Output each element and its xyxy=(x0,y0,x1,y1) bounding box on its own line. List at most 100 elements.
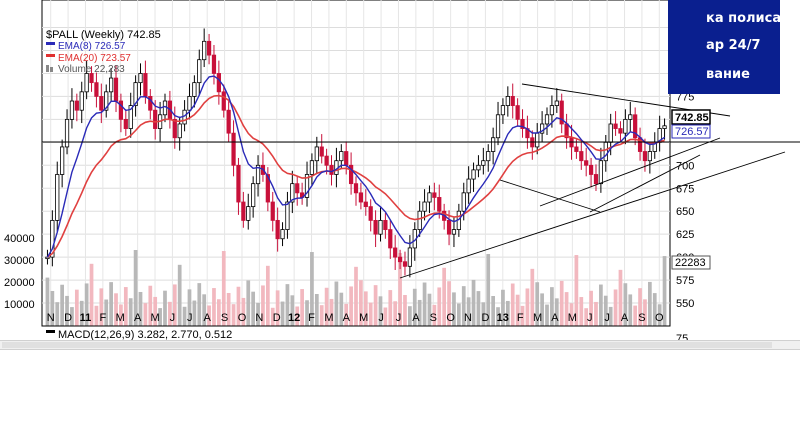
volume-bar xyxy=(496,307,500,326)
candle-body xyxy=(510,96,515,107)
volume-badge xyxy=(671,255,711,270)
ad-banner[interactable]: ка полиса з ар 24/7 вание xyxy=(668,0,780,94)
legend-ema20: EMA(20) 723.57 xyxy=(58,53,131,64)
candle-body xyxy=(236,164,241,203)
volume-bar xyxy=(594,301,598,326)
candle-body xyxy=(128,105,133,129)
x-tick-label: M xyxy=(359,312,368,324)
volume-bar xyxy=(290,295,295,326)
x-tick-label: O xyxy=(655,312,664,324)
scrollbar-thumb[interactable] xyxy=(2,342,772,348)
candle-body xyxy=(226,109,231,134)
volume-bar xyxy=(359,280,363,326)
macd-panel: MACD(12,26,9) 3.282, 2.770, 0.512 xyxy=(42,325,670,340)
volume-bar xyxy=(662,256,667,326)
candle-body xyxy=(231,132,236,166)
volume-bar xyxy=(623,283,628,326)
candle-body xyxy=(618,128,623,134)
candle-body xyxy=(74,100,79,111)
candle-body xyxy=(275,219,280,240)
y-tick-label: 700 xyxy=(676,160,694,172)
candle-body xyxy=(584,160,589,166)
volume-bar xyxy=(486,254,491,326)
x-tick-label: 11 xyxy=(80,312,92,324)
volume-bar xyxy=(471,279,476,326)
candle-body xyxy=(574,146,579,152)
volume-bar xyxy=(510,283,515,326)
last-price-badge xyxy=(671,109,711,125)
candle-body xyxy=(246,206,251,221)
x-tick-label: A xyxy=(551,312,559,324)
ad-line-2: ар 24/7 xyxy=(706,38,761,53)
volume-bar xyxy=(466,297,471,326)
volume-bar xyxy=(550,287,554,326)
candle-body xyxy=(613,123,618,129)
candle-body xyxy=(69,100,75,120)
candle-body xyxy=(535,132,540,148)
volume-bar xyxy=(236,286,241,326)
volume-bar xyxy=(456,303,461,326)
x-tick-label: F xyxy=(517,312,524,324)
volume-bar xyxy=(422,282,427,326)
x-tick-label: J xyxy=(170,312,176,324)
volume-bar xyxy=(442,267,447,326)
candle-body xyxy=(642,151,648,162)
volume-bar xyxy=(74,289,79,326)
candle-body xyxy=(251,183,256,208)
volume-bar xyxy=(613,289,618,326)
candle-body xyxy=(466,178,471,194)
volume-bar xyxy=(231,304,236,326)
candle-body xyxy=(437,197,442,212)
candle-body xyxy=(378,219,383,235)
x-tick-label: A xyxy=(134,312,142,324)
volume-bar xyxy=(579,297,584,326)
volume-bar xyxy=(148,285,153,326)
rising-support-line xyxy=(539,137,721,207)
volume-bar xyxy=(70,307,74,326)
candle-body xyxy=(45,256,50,260)
legend-volume: Volume 22,283 xyxy=(58,64,125,75)
volume-bar xyxy=(388,290,393,326)
volume-bars xyxy=(45,250,667,326)
horizontal-scrollbar[interactable] xyxy=(0,340,800,350)
candle-body xyxy=(422,201,427,212)
ema20-line xyxy=(46,94,665,258)
candle-body xyxy=(329,164,334,175)
volume-bar xyxy=(143,303,148,326)
volume-bar xyxy=(275,290,280,326)
x-tick-label: M xyxy=(568,312,577,324)
volume-bar xyxy=(657,304,662,326)
price-axis: 850825800775700675650625600575550 xyxy=(676,23,694,310)
candle-body xyxy=(104,91,109,111)
candle-body xyxy=(647,151,652,162)
volume-tick-label: 40000 xyxy=(4,233,35,245)
candle-body xyxy=(182,109,187,125)
candle-body xyxy=(451,229,457,235)
candle-body xyxy=(123,118,128,129)
volume-bar xyxy=(647,281,652,326)
volume-bar xyxy=(256,302,260,326)
volume-bar xyxy=(339,292,344,326)
candle-body xyxy=(402,261,408,267)
candle-body xyxy=(339,151,344,162)
volume-bar xyxy=(177,264,182,326)
volume-bar xyxy=(265,265,270,326)
volume-bar xyxy=(270,307,275,326)
candle-body xyxy=(177,123,182,139)
volume-tick-label: 30000 xyxy=(4,255,35,267)
volume-bar xyxy=(197,283,202,326)
candle-body xyxy=(476,164,481,171)
volume-bar xyxy=(427,293,432,326)
svg-text:726.57: 726.57 xyxy=(675,126,709,138)
price-chart: $PALL (Weekly) 742.85 EMA(8) 726.57 EMA(… xyxy=(4,0,800,340)
ad-line-1: ка полиса з xyxy=(706,11,780,26)
volume-bar xyxy=(559,280,564,326)
x-tick-label: J xyxy=(396,312,402,324)
volume-bar xyxy=(172,284,177,326)
volume-bar xyxy=(373,285,378,326)
volume-bar xyxy=(324,287,329,326)
x-axis: N D 11 F M A M J J A S O N D 12 F M A M J J A S O N D 13 F M A M J J A S O xyxy=(47,312,664,324)
candle-body xyxy=(633,114,638,139)
volume-bar xyxy=(564,292,569,326)
y-tick-label: 775 xyxy=(676,91,694,103)
